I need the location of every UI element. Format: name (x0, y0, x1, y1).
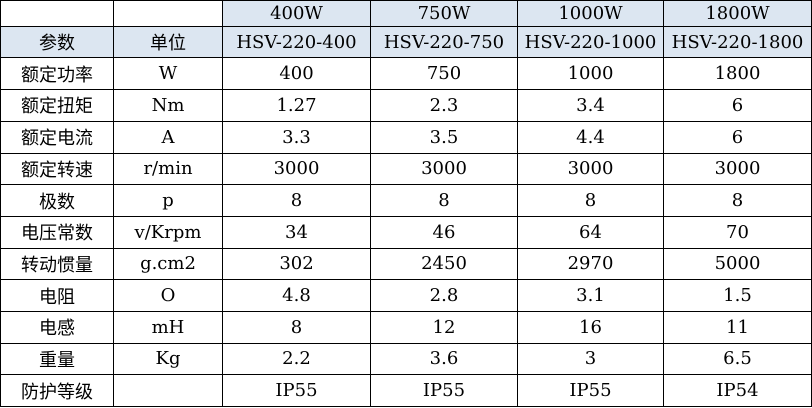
cell: 1000 (517, 57, 664, 91)
data-row: 重量 Kg 2.2 3.6 3 6.5 (0, 342, 812, 376)
cell: 16 (517, 310, 664, 344)
cell: IP55 (222, 374, 371, 407)
cell: 额定电流 (0, 120, 114, 154)
cell: 5000 (663, 247, 812, 281)
cell: 6 (663, 89, 812, 122)
header-cell: HSV-220-400 (222, 25, 371, 59)
cell: 防护等级 (0, 374, 114, 407)
header-cell: HSV-220-750 (370, 25, 518, 59)
header-cell: 1000W (517, 0, 664, 27)
cell: O (113, 279, 223, 312)
header-cell: 参数 (0, 25, 114, 59)
cell: 4.8 (222, 279, 371, 312)
cell: Kg (113, 342, 223, 376)
cell: 电感 (0, 310, 114, 344)
data-row: 防护等级 IP55 IP55 IP55 IP54 (0, 374, 812, 407)
data-row: 电压常数 v/Krpm 34 46 64 70 (0, 215, 812, 249)
cell: r/min (113, 152, 223, 186)
data-row: 转动惯量 g.cm2 302 2450 2970 5000 (0, 247, 812, 281)
cell: 1800 (663, 57, 812, 91)
cell: p (113, 184, 223, 217)
data-row: 额定扭矩 Nm 1.27 2.3 3.4 6 (0, 89, 812, 122)
cell: 8 (222, 310, 371, 344)
data-row: 额定转速 r/min 3000 3000 3000 3000 (0, 152, 812, 186)
cell: 转动惯量 (0, 247, 114, 281)
cell: 3.6 (370, 342, 518, 376)
data-row: 电阻 O 4.8 2.8 3.1 1.5 (0, 279, 812, 312)
cell: 2970 (517, 247, 664, 281)
cell: 3000 (663, 152, 812, 186)
empty-cell (113, 374, 223, 407)
cell: 6.5 (663, 342, 812, 376)
cell: 2.8 (370, 279, 518, 312)
cell: 34 (222, 215, 371, 249)
cell: 8 (517, 184, 664, 217)
cell: 302 (222, 247, 371, 281)
data-row: 额定功率 W 400 750 1000 1800 (0, 57, 812, 91)
header-cell: 单位 (113, 25, 223, 59)
cell: 3 (517, 342, 664, 376)
cell: 6 (663, 120, 812, 154)
cell: 3000 (517, 152, 664, 186)
cell: 额定转速 (0, 152, 114, 186)
cell: IP55 (517, 374, 664, 407)
cell: 2.3 (370, 89, 518, 122)
cell: 额定扭矩 (0, 89, 114, 122)
cell: v/Krpm (113, 215, 223, 249)
cell: 电阻 (0, 279, 114, 312)
cell: 3.3 (222, 120, 371, 154)
cell: 1.27 (222, 89, 371, 122)
header-cell: HSV-220-1000 (517, 25, 664, 59)
data-row: 电感 mH 8 12 16 11 (0, 310, 812, 344)
header-row: 400W 750W 1000W 1800W (0, 0, 812, 27)
cell: W (113, 57, 223, 91)
cell: 电压常数 (0, 215, 114, 249)
cell: 64 (517, 215, 664, 249)
cell: 8 (663, 184, 812, 217)
cell: Nm (113, 89, 223, 122)
cell: A (113, 120, 223, 154)
cell: mH (113, 310, 223, 344)
cell: 8 (222, 184, 371, 217)
cell: 46 (370, 215, 518, 249)
header-cell: HSV-220-1800 (663, 25, 812, 59)
cell: 3000 (370, 152, 518, 186)
cell: 11 (663, 310, 812, 344)
data-row: 额定电流 A 3.3 3.5 4.4 6 (0, 120, 812, 154)
cell: 3.5 (370, 120, 518, 154)
cell: 8 (370, 184, 518, 217)
cell: 12 (370, 310, 518, 344)
cell: 4.4 (517, 120, 664, 154)
cell: 3000 (222, 152, 371, 186)
cell: 2450 (370, 247, 518, 281)
cell: 额定功率 (0, 57, 114, 91)
cell: 70 (663, 215, 812, 249)
cell: IP55 (370, 374, 518, 407)
cell: 极数 (0, 184, 114, 217)
header-cell: 400W (222, 0, 371, 27)
header-cell: 750W (370, 0, 518, 27)
cell: 3.1 (517, 279, 664, 312)
header-cell: 1800W (663, 0, 812, 27)
cell: g.cm2 (113, 247, 223, 281)
data-row: 极数 p 8 8 8 8 (0, 184, 812, 217)
empty-cell (0, 0, 114, 27)
cell: 3.4 (517, 89, 664, 122)
empty-cell (113, 0, 223, 27)
cell: 400 (222, 57, 371, 91)
cell: 2.2 (222, 342, 371, 376)
cell: 重量 (0, 342, 114, 376)
header-row: 参数 单位 HSV-220-400 HSV-220-750 HSV-220-1000 HS… (0, 25, 812, 59)
cell: 1.5 (663, 279, 812, 312)
cell: 750 (370, 57, 518, 91)
cell: IP54 (663, 374, 812, 407)
